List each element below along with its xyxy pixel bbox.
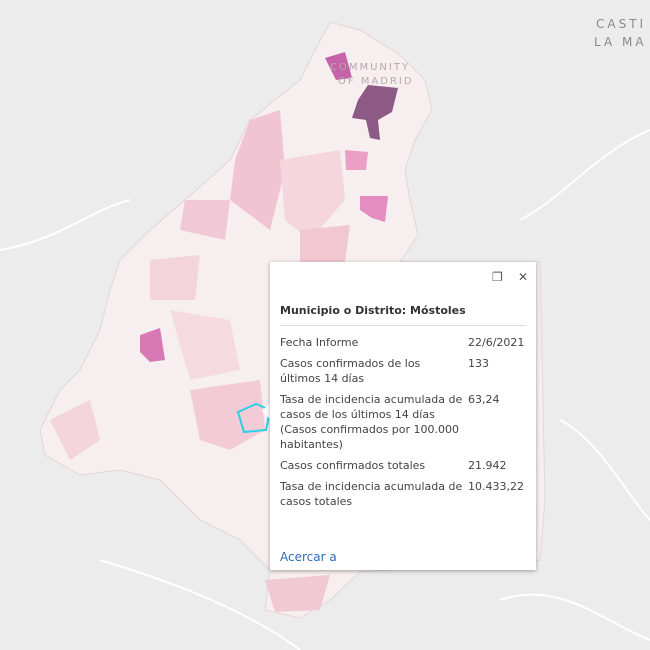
map-label: OF MADRID [338,76,414,87]
attribute-name: Casos confirmados de los últimos 14 días [280,357,421,385]
municipality [345,150,368,170]
municipality [230,110,285,230]
attribute-name: Tasa de incidencia acumulada de casos to… [280,480,463,508]
municipality [280,150,345,240]
attribute-value: 63,24 [468,393,500,406]
close-button[interactable]: ✕ [518,270,529,284]
popup: ❐ ✕ Municipio o Distrito: Móstoles Fecha… [270,262,536,570]
municipality [150,255,200,300]
attribute-row: Casos confirmados totales 21.942 [280,455,526,476]
map-label: CASTI [596,17,646,31]
attribute-name: Casos confirmados totales [280,459,426,472]
dock-button[interactable]: ❐ [492,270,503,284]
attribute-value: 22/6/2021 [468,336,525,349]
municipality [352,85,398,140]
municipality [50,400,100,460]
popup-pointer [262,402,271,420]
zoom-link[interactable]: Acercar a [280,550,337,564]
attribute-row: Tasa de incidencia acumulada de casos de… [280,389,526,455]
attribute-row: Fecha Informe 22/6/2021 [280,332,526,353]
selected-municipality [236,402,272,434]
municipality [170,310,240,380]
popup-header: ❐ ✕ [270,262,536,292]
municipality [325,52,352,80]
attribute-value: 133 [468,357,489,370]
attribute-name: Fecha Informe [280,336,359,349]
attribute-table: Fecha Informe 22/6/2021 Casos confirmados … [280,332,526,512]
road [0,129,650,650]
municipality [300,225,350,262]
popup-title: Municipio o Distrito: Móstoles [280,292,526,326]
attribute-value: 21.942 [468,459,507,472]
municipality [140,328,165,362]
municipality [180,200,230,240]
municipality [265,575,330,612]
attribute-name: Tasa de incidencia acumulada de casos de… [280,393,463,451]
attribute-value: 10.433,22 [468,480,524,493]
map-label: COMMUNITY [330,62,410,73]
municipality [360,196,388,222]
attribute-row: Casos confirmados de los últimos 14 días… [280,353,526,389]
map-label: LA MA [594,35,647,49]
attribute-row: Tasa de incidencia acumulada de casos to… [280,476,526,512]
